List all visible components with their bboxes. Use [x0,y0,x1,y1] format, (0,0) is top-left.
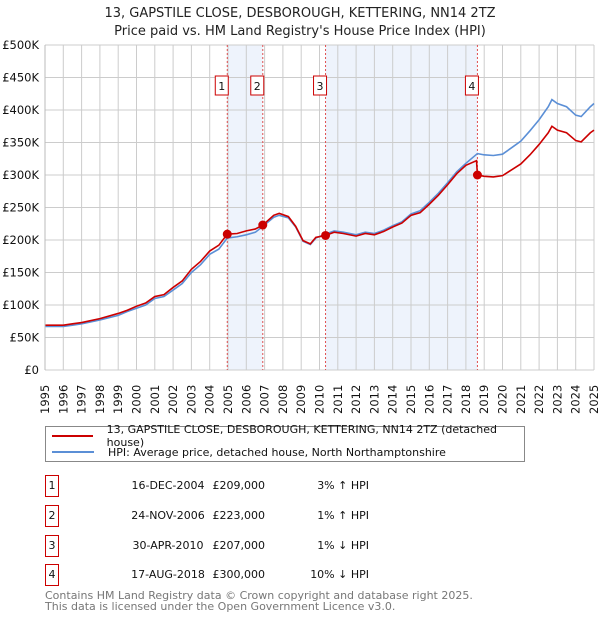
y-tick-label: £250K [2,201,39,215]
x-tick-label: 2018 [459,385,473,414]
x-tick-label: 2019 [477,385,491,414]
legend-item-property: 13, GAPSTILE CLOSE, DESBOROUGH, KETTERIN… [52,423,524,449]
price-chart: 1995 1996 1997 1998 1999 2000 2001 2002 2003 2004… [2,38,600,414]
sale-price: £207,000 [212,539,266,552]
sale-hpi-diff: 1% ↑ HPI [317,509,369,522]
x-tick-label: 2017 [441,385,455,414]
sale-number-badge: 3 [45,535,59,557]
x-tick-label: 1999 [111,385,125,414]
x-tick-label: 2014 [386,385,400,414]
x-tick-label: 1998 [93,385,107,414]
x-tick-label: 2003 [184,385,198,414]
y-tick-label: £100K [2,298,39,312]
x-tick-label: 2016 [422,385,436,414]
sale-point [258,220,268,230]
legend: 13, GAPSTILE CLOSE, DESBOROUGH, KETTERIN… [45,423,525,462]
x-tick-label: 2005 [221,385,235,414]
y-tick-label: £0 [24,363,39,377]
x-tick-label: 1995 [38,385,52,414]
table-row: 2 24-NOV-2006 £223,000 1% ↑ HPI [45,505,545,527]
x-tick-label: 2021 [514,385,528,414]
sale-label: 1 [218,80,225,93]
y-tick-label: £300K [2,168,39,182]
y-tick-label: £200K [2,233,39,247]
sale-label: 4 [468,80,475,93]
series-line-property [45,125,595,326]
x-tick-label: 2002 [166,385,180,414]
sale-price: £300,000 [212,568,266,581]
x-tick-label: 2015 [404,385,418,414]
sale-point [321,230,331,240]
sale-date: 24-NOV-2006 [131,509,205,522]
series-line-hpi [45,98,595,328]
sale-number-badge: 2 [45,505,59,527]
sale-label: 2 [254,80,261,93]
x-tick-label: 2022 [532,385,546,414]
sale-price: £209,000 [212,479,266,492]
x-tick-label: 2023 [550,385,564,414]
x-tick-label: 2012 [349,385,363,414]
x-tick-label: 2025 [587,385,600,414]
sale-label-box [313,75,328,96]
x-tick-label: 2008 [276,385,290,414]
sale-date: 30-APR-2010 [132,539,204,552]
y-tick-label: £400K [2,103,39,117]
legend-label-hpi: HPI: Average price, detached house, Nort… [108,445,446,459]
sale-date: 16-DEC-2004 [131,479,205,492]
legend-swatch-property [52,435,93,437]
sale-label-box [214,75,229,96]
sale-hpi-diff: 1% ↓ HPI [317,539,369,552]
x-tick-label: 2013 [367,385,381,414]
sale-label-box [250,75,265,96]
y-tick-label: £350K [2,136,39,150]
table-row: 4 17-AUG-2018 £300,000 10% ↓ HPI [45,564,545,586]
x-tick-label: 2001 [148,385,162,414]
x-tick-label: 2020 [496,385,510,414]
sale-hpi-diff: 3% ↑ HPI [317,479,369,492]
x-tick-label: 2011 [331,385,345,414]
sale-number-badge: 4 [45,564,59,586]
x-tick-label: 2006 [239,385,253,414]
y-tick-label: £50K [10,331,40,345]
x-tick-label: 2007 [258,385,272,414]
sale-label: 3 [317,80,324,93]
x-tick-label: 2004 [203,385,217,414]
sale-point [472,170,482,180]
table-row: 3 30-APR-2010 £207,000 1% ↓ HPI [45,535,545,557]
sale-label-box [464,75,479,96]
x-tick-label: 1997 [75,385,89,414]
legend-swatch-hpi [52,451,94,453]
footer-licence: This data is licensed under the Open Gov… [45,600,396,613]
chart-title: 13, GAPSTILE CLOSE, DESBOROUGH, KETTERIN… [104,6,496,21]
sale-price: £223,000 [212,509,266,522]
sale-number-badge: 1 [45,475,59,497]
y-tick-label: £450K [2,71,39,85]
sale-date: 17-AUG-2018 [131,568,205,581]
sale-hpi-diff: 10% ↓ HPI [310,568,369,581]
legend-item-hpi: HPI: Average price, detached house, Nort… [52,444,446,460]
legend-label-property: 13, GAPSTILE CLOSE, DESBOROUGH, KETTERIN… [106,423,497,449]
table-row: 1 16-DEC-2004 £209,000 3% ↑ HPI [45,475,545,497]
y-tick-label: £150K [2,266,39,280]
y-tick-label: £500K [2,38,39,52]
footer-copyright: Contains HM Land Registry data © Crown c… [45,589,473,602]
sale-point [222,229,232,239]
x-tick-label: 1996 [56,385,70,414]
x-tick-label: 2009 [294,385,308,414]
x-tick-label: 2024 [569,385,583,414]
x-tick-label: 2010 [313,385,327,414]
x-tick-label: 2000 [130,385,144,414]
chart-subtitle: Price paid vs. HM Land Registry's House … [114,24,486,39]
